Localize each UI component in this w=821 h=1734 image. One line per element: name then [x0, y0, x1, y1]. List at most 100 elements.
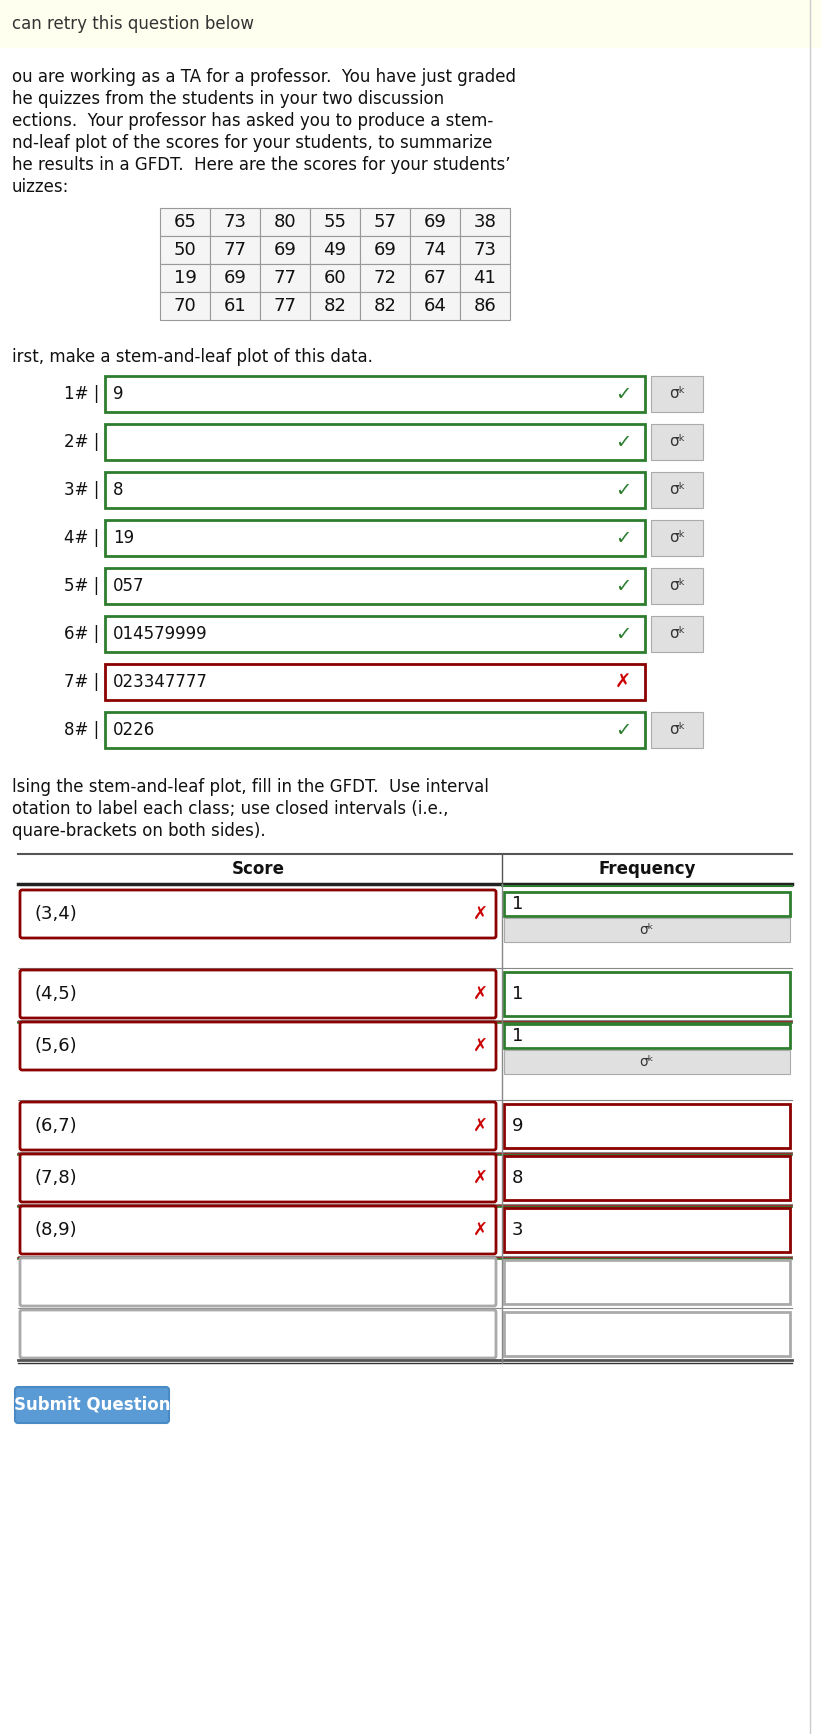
- Bar: [210, 264, 260, 291]
- Text: lsing the stem-and-leaf plot, fill in the GFDT.  Use interval: lsing the stem-and-leaf plot, fill in th…: [12, 779, 488, 796]
- FancyBboxPatch shape: [651, 520, 703, 557]
- Text: ections.  Your professor has asked you to produce a stem-: ections. Your professor has asked you to…: [12, 113, 493, 130]
- Text: Submit Question: Submit Question: [14, 1396, 170, 1413]
- Text: 50: 50: [173, 241, 196, 258]
- Bar: [310, 208, 360, 236]
- Text: 8: 8: [512, 1169, 523, 1188]
- Bar: [160, 264, 210, 291]
- Text: ✗: ✗: [472, 1037, 488, 1054]
- Text: quare-brackets on both sides).: quare-brackets on both sides).: [12, 822, 266, 839]
- Text: 86: 86: [474, 297, 497, 316]
- FancyBboxPatch shape: [504, 1261, 790, 1304]
- Text: nd-leaf plot of the scores for your students, to summarize: nd-leaf plot of the scores for your stud…: [12, 134, 493, 153]
- Text: 8: 8: [113, 480, 123, 499]
- Text: σᵏ: σᵏ: [669, 435, 686, 449]
- FancyBboxPatch shape: [105, 520, 645, 557]
- Text: ✗: ✗: [472, 905, 488, 922]
- FancyBboxPatch shape: [651, 472, 703, 508]
- Text: (6,7): (6,7): [34, 1117, 76, 1136]
- Text: 49: 49: [323, 241, 346, 258]
- Bar: [310, 264, 360, 291]
- Bar: [360, 264, 410, 291]
- Text: 55: 55: [323, 213, 346, 231]
- Text: 1: 1: [512, 985, 523, 1002]
- Text: 1: 1: [512, 895, 523, 914]
- Text: ✓: ✓: [615, 576, 631, 595]
- Text: ✓: ✓: [615, 385, 631, 404]
- Text: 057: 057: [113, 577, 144, 595]
- Bar: [210, 236, 260, 264]
- Text: 67: 67: [424, 269, 447, 288]
- Text: he results in a GFDT.  Here are the scores for your students’: he results in a GFDT. Here are the score…: [12, 156, 511, 173]
- Text: ✗: ✗: [615, 673, 631, 692]
- Bar: [260, 264, 310, 291]
- FancyBboxPatch shape: [20, 969, 496, 1018]
- Text: 3# |: 3# |: [63, 480, 99, 499]
- Text: 82: 82: [323, 297, 346, 316]
- Text: 60: 60: [323, 269, 346, 288]
- FancyBboxPatch shape: [20, 1309, 496, 1358]
- Text: 69: 69: [424, 213, 447, 231]
- Text: 6# |: 6# |: [64, 624, 99, 643]
- Text: ✓: ✓: [615, 432, 631, 451]
- Text: 7# |: 7# |: [64, 673, 99, 692]
- Text: ✗: ✗: [472, 985, 488, 1002]
- Text: can retry this question below: can retry this question below: [12, 16, 254, 33]
- Text: 9: 9: [512, 1117, 524, 1136]
- FancyBboxPatch shape: [504, 917, 790, 942]
- Text: 3: 3: [512, 1221, 524, 1240]
- Text: ✓: ✓: [615, 721, 631, 739]
- FancyBboxPatch shape: [105, 376, 645, 413]
- Bar: [260, 236, 310, 264]
- Bar: [310, 236, 360, 264]
- Text: he quizzes from the students in your two discussion: he quizzes from the students in your two…: [12, 90, 444, 108]
- Text: 8# |: 8# |: [64, 721, 99, 739]
- Text: 38: 38: [474, 213, 497, 231]
- Text: 5# |: 5# |: [64, 577, 99, 595]
- Bar: [0, 0, 821, 49]
- Text: ✓: ✓: [615, 529, 631, 548]
- Text: 0226: 0226: [113, 721, 155, 739]
- FancyBboxPatch shape: [105, 713, 645, 747]
- Text: 57: 57: [374, 213, 397, 231]
- FancyBboxPatch shape: [504, 1105, 790, 1148]
- Text: σᵏ: σᵏ: [640, 922, 654, 936]
- Text: Score: Score: [232, 860, 285, 877]
- Text: σᵏ: σᵏ: [640, 1054, 654, 1068]
- Bar: [360, 208, 410, 236]
- FancyBboxPatch shape: [651, 616, 703, 652]
- FancyBboxPatch shape: [504, 1025, 790, 1047]
- FancyBboxPatch shape: [504, 1209, 790, 1252]
- Text: 72: 72: [374, 269, 397, 288]
- Text: 77: 77: [223, 241, 246, 258]
- Text: ✗: ✗: [472, 1221, 488, 1240]
- Text: (3,4): (3,4): [34, 905, 76, 922]
- Text: 80: 80: [273, 213, 296, 231]
- FancyBboxPatch shape: [20, 1103, 496, 1150]
- FancyBboxPatch shape: [504, 1313, 790, 1356]
- Text: σᵏ: σᵏ: [669, 626, 686, 642]
- Text: ✓: ✓: [615, 624, 631, 643]
- FancyBboxPatch shape: [20, 890, 496, 938]
- Text: 65: 65: [173, 213, 196, 231]
- Text: σᵏ: σᵏ: [669, 531, 686, 546]
- Text: 82: 82: [374, 297, 397, 316]
- Bar: [410, 264, 460, 291]
- Text: 4# |: 4# |: [64, 529, 99, 546]
- Text: 1# |: 1# |: [63, 385, 99, 402]
- Text: ou are working as a TA for a professor.  You have just graded: ou are working as a TA for a professor. …: [12, 68, 516, 87]
- FancyBboxPatch shape: [20, 1257, 496, 1306]
- Bar: [410, 236, 460, 264]
- Text: 73: 73: [223, 213, 246, 231]
- Bar: [160, 291, 210, 321]
- FancyBboxPatch shape: [651, 569, 703, 603]
- Text: otation to label each class; use closed intervals (i.e.,: otation to label each class; use closed …: [12, 799, 448, 818]
- Text: 64: 64: [424, 297, 447, 316]
- FancyBboxPatch shape: [20, 1155, 496, 1202]
- Bar: [210, 208, 260, 236]
- Text: irst, make a stem-and-leaf plot of this data.: irst, make a stem-and-leaf plot of this …: [12, 349, 373, 366]
- Text: σᵏ: σᵏ: [669, 723, 686, 737]
- Text: 73: 73: [474, 241, 497, 258]
- FancyBboxPatch shape: [651, 376, 703, 413]
- Bar: [460, 208, 510, 236]
